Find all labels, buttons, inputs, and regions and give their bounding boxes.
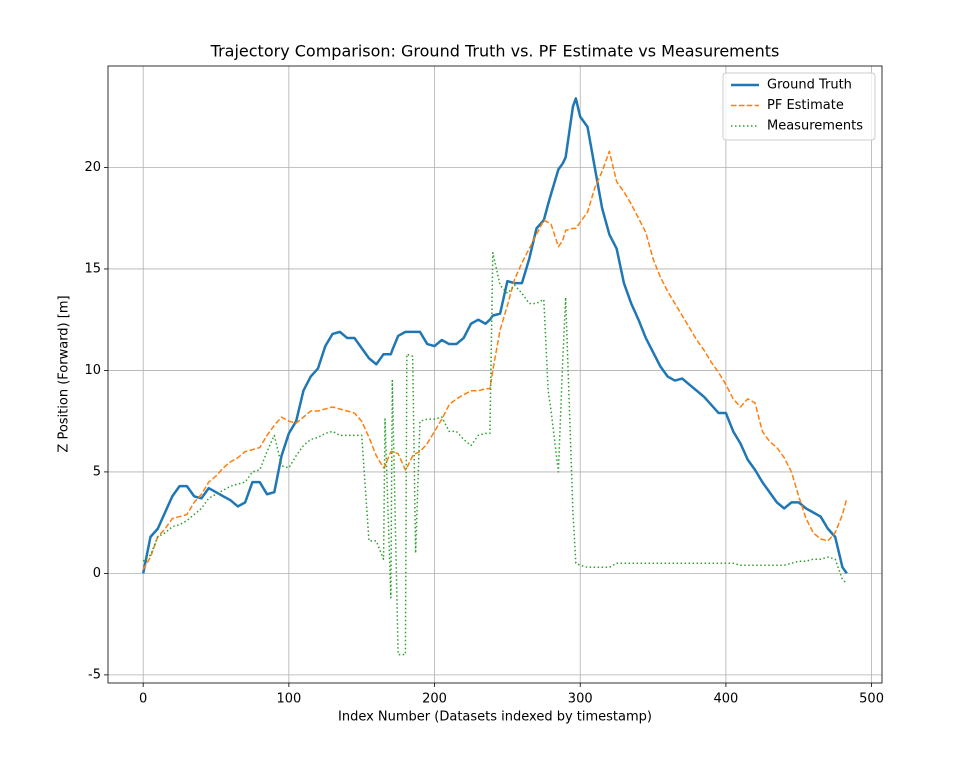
legend-label: PF Estimate — [767, 98, 844, 113]
x-tick-label: 300 — [568, 692, 593, 707]
x-axis-label: Index Number (Datasets indexed by timest… — [338, 710, 652, 725]
legend-box — [722, 72, 876, 141]
legend: Ground Truth PF Estimate Measurements — [722, 72, 876, 141]
axes-frame — [107, 65, 883, 684]
y-axis-label: Z Position (Forward) [m] — [57, 295, 72, 452]
x-tick-label: 0 — [139, 692, 147, 707]
x-tick-label: 100 — [276, 692, 301, 707]
series-line — [142, 150, 848, 570]
x-tick-label: 500 — [859, 692, 884, 707]
grid — [108, 66, 882, 683]
legend-label: Ground Truth — [767, 78, 852, 93]
legend-label: Measurements — [767, 119, 863, 134]
y-tick-label: 20 — [84, 160, 101, 175]
y-tick-label: 10 — [84, 363, 101, 378]
y-tick-label: 15 — [84, 261, 101, 276]
x-tick-label: 200 — [422, 692, 447, 707]
ticks: 0 100 200 300 400 500 -5 0 5 10 15 20 — [84, 160, 884, 707]
y-tick-label: 0 — [93, 566, 101, 581]
x-tick-label: 400 — [713, 692, 738, 707]
plot-lines — [141, 97, 848, 656]
y-tick-label: 5 — [93, 464, 101, 479]
y-tick-label: -5 — [88, 667, 101, 682]
chart-title: Trajectory Comparison: Ground Truth vs. … — [210, 42, 780, 61]
